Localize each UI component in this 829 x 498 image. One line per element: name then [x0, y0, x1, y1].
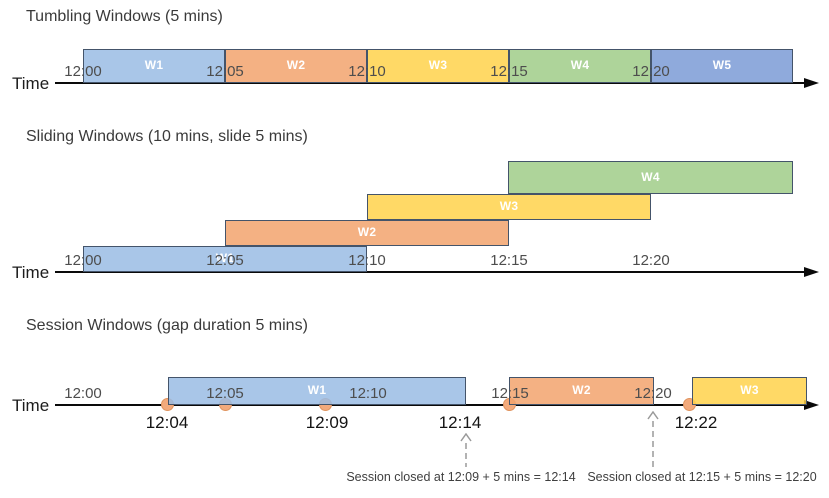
window-w3: W3	[367, 49, 509, 83]
window-w3: W3	[367, 194, 651, 220]
window-w2: W2	[225, 220, 509, 246]
window-label: W5	[712, 58, 732, 72]
axis-tick-label: 12:20	[632, 252, 670, 269]
window-label: W3	[740, 383, 759, 397]
axis-tick-label: 12:20	[632, 63, 670, 80]
event-time-label: 12:09	[305, 413, 349, 432]
time-axis-label: Time	[12, 74, 50, 93]
time-axis-line	[55, 82, 806, 84]
window-w1: W1	[168, 377, 466, 405]
axis-tick-label: 12:00	[64, 63, 102, 80]
time-axis-arrowhead	[804, 78, 819, 88]
axis-tick-label: 12:00	[64, 385, 102, 402]
time-axis-arrowhead	[804, 400, 819, 410]
axis-tick-label: 12:10	[349, 385, 387, 402]
window-w2: W2	[509, 377, 654, 405]
axis-tick-label: 12:05	[206, 252, 244, 269]
time-axis-arrowhead	[804, 267, 819, 277]
window-w4: W4	[508, 161, 793, 194]
window-w4: W4	[509, 49, 651, 83]
section-title: Session Windows (gap duration 5 mins)	[26, 317, 308, 334]
time-axis-line	[55, 404, 806, 406]
time-axis-label: Time	[12, 396, 50, 415]
event-time-label: 12:14	[438, 413, 482, 432]
window-label: W4	[641, 169, 660, 184]
window-label: W1	[307, 383, 327, 397]
window-label: W4	[570, 58, 590, 72]
time-axis-label: Time	[12, 263, 50, 282]
axis-tick-label: 12:00	[64, 252, 102, 269]
window-w1: W1	[83, 246, 367, 272]
annotation-caption: Session closed at 12:15 + 5 mins = 12:20	[587, 470, 817, 484]
annotation-arrow	[645, 410, 661, 467]
axis-tick-label: 12:15	[491, 385, 529, 402]
window-label: W2	[572, 383, 591, 397]
window-w2: W2	[225, 49, 367, 83]
window-label: W1	[215, 251, 235, 265]
axis-tick-label: 12:15	[490, 63, 528, 80]
axis-tick-label: 12:05	[206, 63, 244, 80]
axis-tick-label: 12:10	[348, 252, 386, 269]
event-time-label: 12:22	[674, 413, 718, 432]
event-time-label: 12:04	[145, 413, 189, 432]
axis-tick-label: 12:15	[490, 252, 528, 269]
annotation-arrow	[458, 432, 474, 467]
axis-tick-label: 12:20	[634, 385, 672, 402]
window-label: W2	[357, 225, 377, 239]
window-label: W3	[499, 199, 519, 213]
window-label: W2	[286, 58, 306, 72]
window-w1: W1	[83, 49, 225, 83]
window-w5: W5	[651, 49, 793, 83]
annotation-caption: Session closed at 12:09 + 5 mins = 12:14	[346, 470, 576, 484]
window-w3: W3	[692, 377, 807, 405]
axis-tick-label: 12:10	[348, 63, 386, 80]
window-label: W3	[428, 58, 448, 72]
window-label: W1	[144, 58, 164, 72]
section-title: Tumbling Windows (5 mins)	[26, 8, 223, 25]
axis-tick-label: 12:05	[206, 385, 244, 402]
section-title: Sliding Windows (10 mins, slide 5 mins)	[26, 128, 308, 145]
time-axis-line	[55, 271, 806, 273]
